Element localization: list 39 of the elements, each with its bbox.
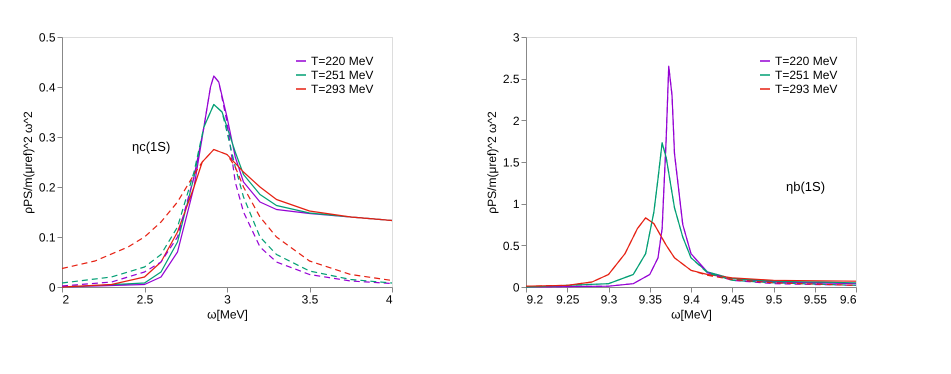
annotation: ηc(1S) <box>132 139 170 154</box>
x-tick-label: 9.4 <box>683 292 700 306</box>
x-tick-label: 2.5 <box>136 292 154 306</box>
annotation: ηb(1S) <box>786 179 826 194</box>
x-tick-label: 4 <box>386 292 393 306</box>
y-tick-label: 0.4 <box>38 80 56 94</box>
y-tick-label: 0 <box>48 280 56 294</box>
x-tick-label: 9.6 <box>840 292 857 306</box>
x-axis-title: ω[MeV] <box>671 308 712 322</box>
x-axis-title: ω[MeV] <box>207 308 248 322</box>
x-tick-label: 9.35 <box>638 292 662 306</box>
y-tick-label: 1 <box>512 197 520 212</box>
x-tick-label: 9.25 <box>556 292 580 306</box>
legend-label: T=293 MeV <box>775 82 838 96</box>
x-tick-label: 9.3 <box>600 292 618 306</box>
y-tick-label: 1.5 <box>502 156 520 170</box>
x-tick-label: 3.5 <box>302 292 319 306</box>
y-tick-label: 0.5 <box>502 238 520 253</box>
y-tick-label: 0.5 <box>38 30 56 44</box>
legend-label: T=220 MeV <box>775 54 838 68</box>
y-tick-label: 0 <box>512 280 520 294</box>
y-tick-label: 0.3 <box>38 130 56 144</box>
x-tick-label: 9.2 <box>526 292 544 306</box>
x-tick-label: 9.55 <box>804 292 828 306</box>
legend-label: T=220 MeV <box>311 54 374 68</box>
legend-label: T=251 MeV <box>311 68 374 82</box>
x-tick-label: 9.45 <box>721 292 745 306</box>
y-tick-label: 3 <box>512 30 520 44</box>
legend-label: T=251 MeV <box>775 68 838 82</box>
y-tick-label: 0.1 <box>38 230 56 244</box>
y-axis-title: ρPS/m(μref)^2 ω^2 <box>484 110 499 214</box>
y-tick-label: 0.2 <box>38 180 56 194</box>
x-tick-label: 3 <box>224 292 232 306</box>
y-axis-title: ρPS/m(μref)^2 ω^2 <box>20 110 35 214</box>
y-tick-label: 2.5 <box>502 72 520 86</box>
legend-label: T=293 MeV <box>311 82 374 96</box>
y-tick-label: 2 <box>512 114 520 128</box>
x-tick-label: 2 <box>62 292 70 306</box>
x-tick-label: 9.5 <box>766 292 783 306</box>
